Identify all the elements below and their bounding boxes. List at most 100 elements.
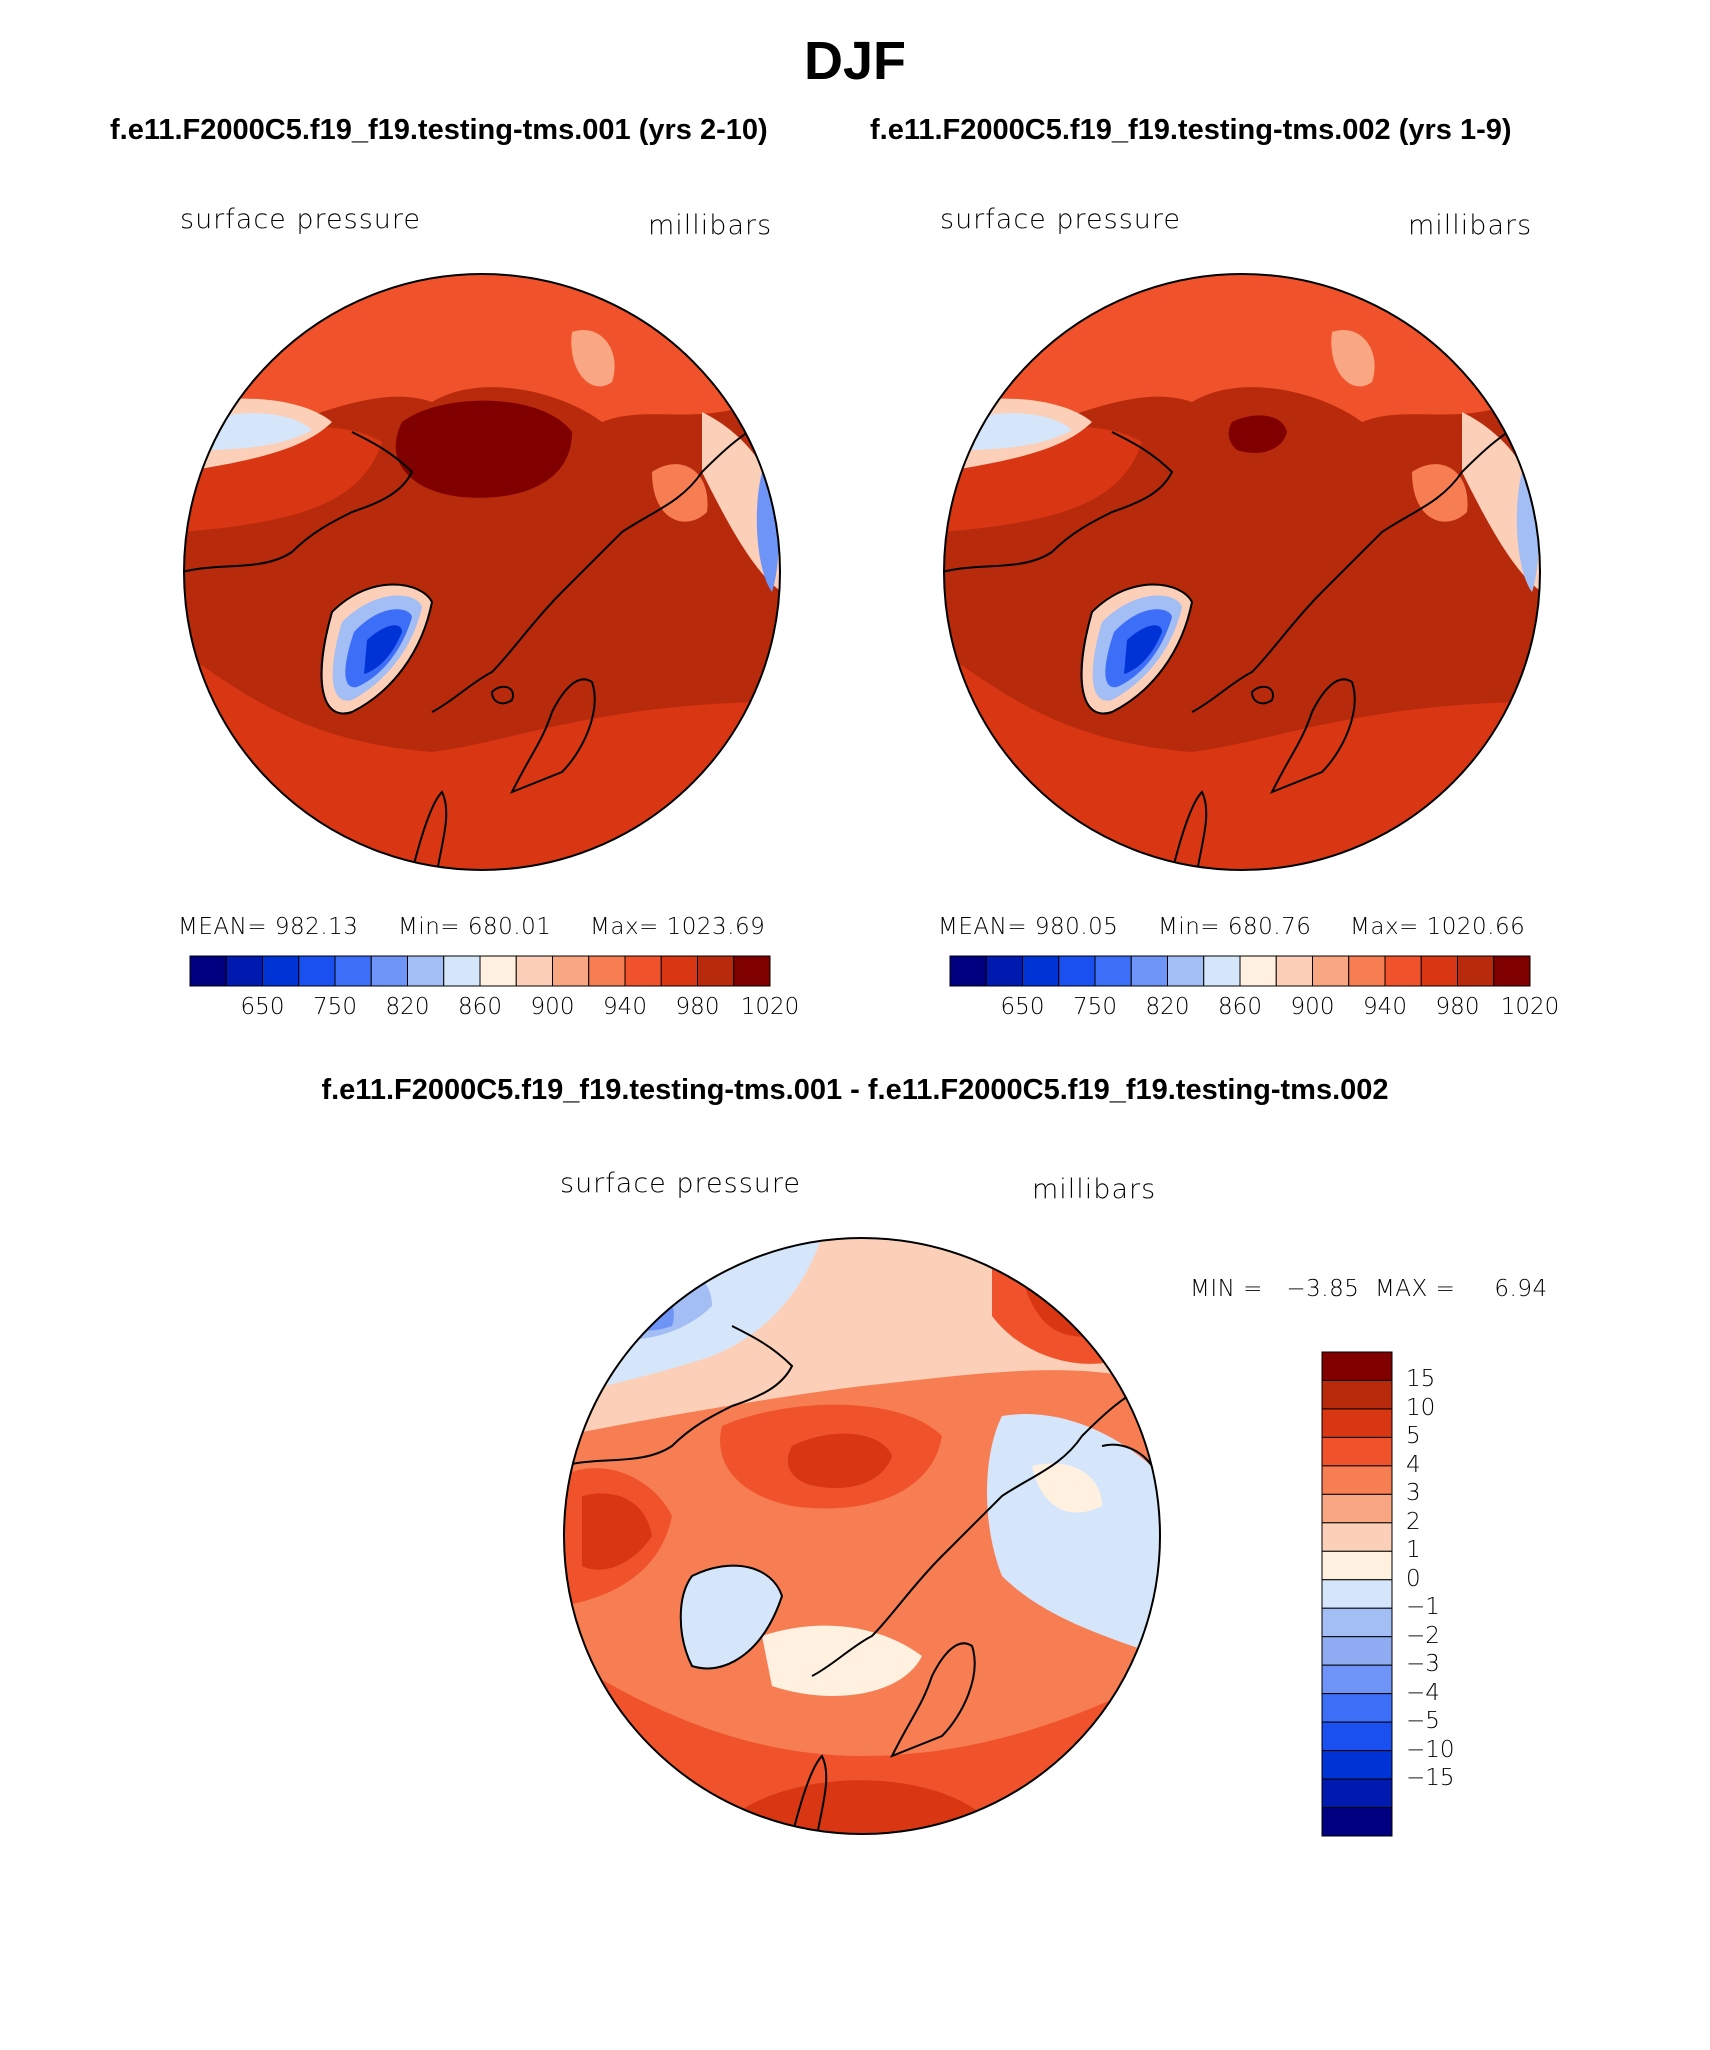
colorbar-box bbox=[1321, 1408, 1393, 1438]
diff-field-europe-core bbox=[712, 1780, 1002, 1834]
colorbar-box bbox=[985, 955, 1023, 987]
colorbar-box bbox=[1420, 955, 1458, 987]
colorbar-box bbox=[1348, 955, 1386, 987]
panel1-field-greenland-peak bbox=[364, 625, 402, 674]
colorbar-tick-label: 650 bbox=[240, 994, 285, 1020]
colorbar-tick-label: 820 bbox=[385, 994, 430, 1020]
colorbar-box bbox=[1321, 1579, 1393, 1609]
colorbar-box bbox=[1384, 955, 1422, 987]
panel1-coast-greenland bbox=[320, 583, 434, 715]
panel2-field-highland bbox=[1331, 330, 1375, 387]
colorbar-tick-label: 940 bbox=[1363, 994, 1407, 1020]
diff-minmax-stat: MIN = −3.85 MAX = 6.94 bbox=[1190, 1276, 1548, 1302]
colorbar-box bbox=[1022, 955, 1060, 987]
colorbar-box bbox=[1457, 955, 1495, 987]
panel1-field-highland bbox=[571, 330, 615, 387]
colorbar-tick-label: 2 bbox=[1406, 1508, 1421, 1535]
diff-field-canada-cream bbox=[1032, 1463, 1102, 1513]
panel1-units-label: millibars bbox=[648, 210, 773, 241]
colorbar-tick-label: 1 bbox=[1406, 1537, 1421, 1564]
colorbar-box bbox=[1321, 1550, 1393, 1581]
panel1-field-tibet-core bbox=[202, 413, 312, 450]
main-title: DJF bbox=[803, 31, 906, 91]
left-run-label: f.e11.F2000C5.f19_f19.testing-tms.001 (y… bbox=[110, 114, 768, 146]
colorbar-box bbox=[479, 955, 517, 987]
panel1-field-alaska-low bbox=[652, 464, 708, 522]
panel1-max-stat: Max= 1023.69 bbox=[590, 914, 766, 940]
diff-variable-label: surface pressure bbox=[560, 1168, 801, 1199]
panel1-coast-british-isles bbox=[411, 790, 448, 870]
colorbar-box bbox=[1493, 955, 1531, 987]
panel1-polar-map bbox=[183, 273, 781, 871]
panel1-variable-label: surface pressure bbox=[180, 204, 421, 235]
colorbar-tick-label: −2 bbox=[1406, 1622, 1440, 1649]
panel1-coast-north-america bbox=[184, 431, 414, 573]
panel2-field-arctic-high bbox=[1228, 415, 1287, 453]
panel2-colorbar-ticks: 650 750 820 860 900 940 980 1020 bbox=[950, 994, 1560, 1024]
colorbar-box bbox=[1321, 1436, 1393, 1467]
colorbar-tick-label: 860 bbox=[458, 994, 502, 1020]
panel1-colorbar-ticks: 650 750 820 860 900 940 980 1020 bbox=[190, 994, 800, 1024]
colorbar-tick-label: 820 bbox=[1145, 994, 1190, 1020]
panel1-field-north-region bbox=[184, 274, 780, 462]
panel2-coast-north-america bbox=[944, 431, 1174, 573]
colorbar-box bbox=[697, 955, 735, 987]
colorbar-tick-label: −10 bbox=[1406, 1736, 1455, 1763]
colorbar-tick-label: 860 bbox=[1218, 994, 1262, 1020]
diff-coast-alaska bbox=[1101, 1443, 1153, 1467]
panel2-variable-label: surface pressure bbox=[940, 204, 1181, 235]
right-run-label: f.e11.F2000C5.f19_f19.testing-tms.002 (y… bbox=[870, 114, 1512, 146]
difference-title: f.e11.F2000C5.f19_f19.testing-tms.001 - … bbox=[321, 1074, 1389, 1106]
diff-polar-map bbox=[563, 1237, 1161, 1835]
panel1-field-arctic-high bbox=[395, 400, 572, 498]
diff-colorbar bbox=[1321, 1351, 1393, 1837]
colorbar-box bbox=[262, 955, 300, 987]
colorbar-tick-label: 3 bbox=[1406, 1480, 1421, 1507]
colorbar-tick-label: 1020 bbox=[740, 994, 800, 1020]
panel2-coast-british-isles bbox=[1171, 790, 1208, 870]
panel2-units-label: millibars bbox=[1408, 210, 1533, 241]
diff-field-asia-core bbox=[612, 1287, 674, 1331]
diff-coast-greenland bbox=[679, 1564, 784, 1670]
panel1-colorbar bbox=[189, 955, 771, 987]
diff-coast-asia bbox=[564, 1325, 794, 1467]
diff-map-border bbox=[563, 1237, 1161, 1835]
panel2-coast-eurasia bbox=[1191, 411, 1540, 713]
colorbar-box bbox=[1058, 955, 1096, 987]
colorbar-tick-label: −5 bbox=[1406, 1708, 1440, 1735]
colorbar-tick-label: 900 bbox=[530, 994, 575, 1020]
colorbar-box bbox=[1239, 955, 1277, 987]
colorbar-tick-label: 750 bbox=[313, 994, 357, 1020]
panel2-field-south-band bbox=[944, 652, 1540, 870]
colorbar-box bbox=[1321, 1465, 1393, 1495]
colorbar-tick-label: 980 bbox=[675, 994, 720, 1020]
diff-field-europe-warm bbox=[564, 1656, 1160, 1834]
colorbar-box bbox=[1275, 955, 1313, 987]
colorbar-tick-label: 10 bbox=[1406, 1394, 1436, 1421]
panel2-max-stat: Max= 1020.66 bbox=[1350, 914, 1526, 940]
colorbar-box bbox=[1321, 1664, 1393, 1695]
colorbar-box bbox=[225, 955, 263, 987]
colorbar-box bbox=[552, 955, 590, 987]
colorbar-box bbox=[733, 955, 771, 987]
colorbar-tick-label: 650 bbox=[1000, 994, 1045, 1020]
colorbar-box bbox=[1321, 1351, 1393, 1381]
diff-field-atlantic-pale bbox=[762, 1625, 922, 1696]
colorbar-box bbox=[443, 955, 481, 987]
colorbar-box bbox=[624, 955, 662, 987]
panel2-coast-iceland bbox=[1250, 685, 1274, 705]
colorbar-tick-label: 900 bbox=[1290, 994, 1335, 1020]
colorbar-box bbox=[1130, 955, 1168, 987]
colorbar-box bbox=[515, 955, 553, 987]
colorbar-box bbox=[1321, 1493, 1393, 1524]
colorbar-box bbox=[1321, 1522, 1393, 1552]
colorbar-box bbox=[1321, 1778, 1393, 1809]
diff-colorbar-ticks: 15 10 5 4 3 2 1 0 −1 −2 −3 −4 −5 −10 −15 bbox=[1406, 1352, 1526, 1836]
colorbar-box bbox=[298, 955, 336, 987]
diff-coast-scandinavia bbox=[889, 1642, 976, 1758]
panel2-field-tibet-core bbox=[962, 413, 1072, 450]
panel2-field-alaska-low bbox=[1412, 464, 1468, 522]
panel1-coast-scandinavia bbox=[509, 678, 596, 794]
diff-coast-british-isles bbox=[791, 1754, 828, 1834]
colorbar-box bbox=[1321, 1693, 1393, 1723]
